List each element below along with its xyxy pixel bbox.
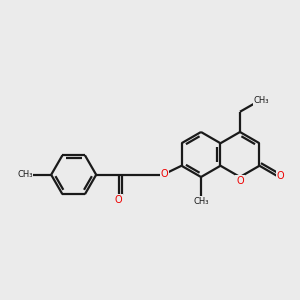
Text: CH₃: CH₃ bbox=[17, 170, 33, 179]
Text: O: O bbox=[236, 176, 244, 186]
Text: CH₃: CH₃ bbox=[193, 197, 209, 206]
Text: O: O bbox=[160, 169, 168, 178]
Text: O: O bbox=[277, 171, 284, 181]
Text: CH₃: CH₃ bbox=[254, 96, 269, 105]
Text: O: O bbox=[115, 195, 122, 205]
